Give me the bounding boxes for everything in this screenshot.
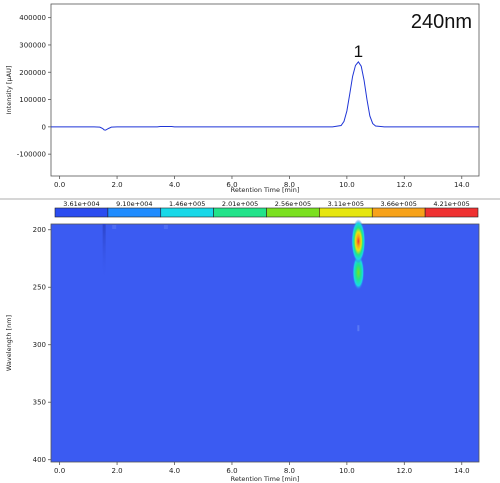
chromatogram-y-tick-label: 100000 (19, 96, 46, 104)
chromatogram-trace (51, 61, 479, 131)
heatmap-features (102, 219, 366, 332)
heatmap-minor-streak (102, 224, 106, 282)
heatmap-x-axis-label: Retention Time [min] (231, 475, 300, 483)
heatmap-x-ticks: 0.0 2.0 4.0 6.0 8.0 10.0 12.0 14.0 (54, 462, 470, 475)
heatmap-y-tick-label: 400 (33, 456, 46, 464)
chromatogram-y-tick-label: 0 (42, 123, 46, 131)
heatmap-x-tick-label: 12.0 (397, 467, 413, 475)
chromatogram-y-tick-label: 300000 (19, 41, 46, 49)
heatmap-plot: 200 250 300 350 400 0.0 2.0 4.0 6.0 8.0 10.0 12.0 1… (5, 219, 480, 483)
heatmap-x-tick-label: 6.0 (226, 467, 237, 475)
chromatogram-x-tick-label: 0.0 (54, 181, 65, 189)
colorbar-labels: 3.61e+004 9.10e+004 1.46e+005 2.01e+005 2.56… (63, 200, 469, 208)
chromatogram-x-tick-label: 4.0 (169, 181, 180, 189)
peak-label-1: 1 (354, 42, 363, 61)
chromatogram-y-tick-label: -100000 (17, 151, 46, 159)
heatmap-x-tick-label: 4.0 (169, 467, 180, 475)
colorbar-segment (107, 207, 162, 218)
chromatogram-plot-area (50, 3, 480, 177)
colorbar-label: 2.56e+005 (275, 200, 311, 208)
wavelength-annotation: 240nm (411, 11, 472, 33)
panel-separator (0, 198, 500, 200)
heatmap-y-tick-label: 350 (33, 399, 46, 407)
colorbar-segment (213, 207, 267, 218)
heatmap-y-axis-label: Wavelength [nm] (5, 315, 13, 371)
chromatogram-x-axis-label: Retention Time [min] (231, 186, 300, 194)
chromatogram-y-tick-label: 400000 (19, 14, 46, 22)
colorbar-label: 2.01e+005 (222, 200, 258, 208)
chromatogram-x-tick-label: 10.0 (339, 181, 355, 189)
chromatogram-x-ticks: 0.0 2.0 4.0 6.0 8.0 10.0 12.0 14.0 (54, 176, 470, 189)
heatmap-faint-spot (357, 325, 360, 332)
colorbar: 3.61e+004 9.10e+004 1.46e+005 2.01e+005 2.56… (54, 200, 479, 218)
heatmap-x-tick-label: 14.0 (454, 467, 470, 475)
colorbar-segment (424, 207, 479, 218)
chromatogram-y-ticks: 400000 300000 200000 100000 0 -100000 (17, 14, 51, 159)
colorbar-segment (319, 207, 373, 218)
colorbar-segment (54, 207, 109, 218)
chromatogram-plot: 400000 300000 200000 100000 0 -100000 0.0 2.0 4… (5, 3, 480, 194)
chromatogram-x-tick-label: 12.0 (397, 181, 413, 189)
heatmap-peak-tail (352, 254, 365, 291)
chromatogram-x-tick-label: 14.0 (454, 181, 470, 189)
heatmap-y-ticks: 200 250 300 350 400 (33, 226, 51, 464)
heatmap-faint-spot (163, 225, 168, 229)
chromatogram-y-axis-label: Intensity [µAU] (5, 66, 13, 115)
heatmap-x-tick-label: 0.0 (54, 467, 65, 475)
colorbar-label: 4.21e+005 (433, 200, 469, 208)
heatmap-y-tick-label: 300 (33, 341, 46, 349)
chromatogram-x-tick-label: 2.0 (111, 181, 122, 189)
colorbar-label: 3.61e+004 (63, 200, 99, 208)
heatmap-y-tick-label: 200 (33, 226, 46, 234)
heatmap-background (50, 223, 480, 463)
colorbar-label: 3.66e+005 (381, 200, 417, 208)
heatmap-x-tick-label: 10.0 (339, 467, 355, 475)
heatmap-y-tick-label: 250 (33, 284, 46, 292)
colorbar-segments (54, 207, 479, 218)
colorbar-label: 9.10e+004 (116, 200, 152, 208)
heatmap-x-tick-label: 2.0 (111, 467, 122, 475)
colorbar-segment (160, 207, 214, 218)
chromatogram-x-tick-label: 6.0 (226, 181, 237, 189)
heatmap-x-tick-label: 8.0 (284, 467, 295, 475)
colorbar-segment (371, 207, 426, 218)
heatmap-peak-core (351, 219, 366, 264)
chromatogram-y-tick-label: 200000 (19, 69, 46, 77)
colorbar-label: 3.11e+005 (328, 200, 364, 208)
chromatogram-x-tick-label: 8.0 (284, 181, 295, 189)
colorbar-label: 1.46e+005 (169, 200, 205, 208)
colorbar-segment (266, 207, 320, 218)
heatmap-faint-spot (112, 225, 117, 229)
